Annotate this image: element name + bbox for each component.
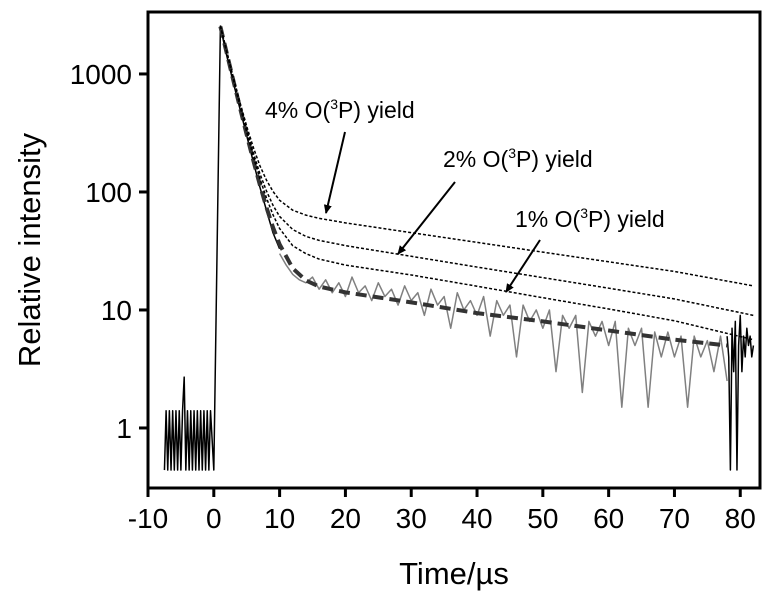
annotation-arrow <box>505 239 541 293</box>
data-line <box>218 26 728 348</box>
x-tick-label: 80 <box>725 503 756 534</box>
x-axis-title: Time/µs <box>399 556 509 591</box>
annotation-arrow <box>397 181 456 255</box>
data-line <box>219 26 754 341</box>
x-tick-label: 70 <box>659 503 690 534</box>
series-layer <box>163 25 755 471</box>
annotation-arrow <box>323 131 346 214</box>
x-tick-label: 40 <box>461 503 492 534</box>
annotation-text: P) yield <box>338 97 415 123</box>
data-line <box>163 26 755 471</box>
y-tick-label: 1000 <box>70 59 132 90</box>
x-tick-label: 0 <box>206 503 222 534</box>
annotation-sup: 3 <box>330 96 338 112</box>
annotation: 1% O(3P) yield <box>515 205 665 232</box>
y-axis-title: Relative intensity <box>12 132 47 367</box>
y-tick-label: 1 <box>116 413 132 444</box>
annotation: 2% O(3P) yield <box>443 145 593 172</box>
x-tick-label: 60 <box>593 503 624 534</box>
annotation-text: P) yield <box>516 146 593 172</box>
annotation-sup: 3 <box>508 145 516 161</box>
x-tick-label: 20 <box>330 503 361 534</box>
annotation-text: 4% O( <box>265 97 331 123</box>
y-tick-label: 10 <box>101 295 132 326</box>
data-line <box>219 25 754 287</box>
y-tick-label: 100 <box>85 177 132 208</box>
plot-frame <box>146 10 762 490</box>
annotation-text: 2% O( <box>443 146 509 172</box>
x-tick-label: 50 <box>527 503 558 534</box>
annotation-sup: 3 <box>580 205 588 221</box>
x-tick-label: 10 <box>264 503 295 534</box>
annotation-text: P) yield <box>588 206 665 232</box>
data-line <box>278 253 728 408</box>
annotation-text: 1% O( <box>515 206 581 232</box>
annotation: 4% O(3P) yield <box>265 96 415 123</box>
x-tick-label: 30 <box>396 503 427 534</box>
x-tick-label: -10 <box>128 503 168 534</box>
